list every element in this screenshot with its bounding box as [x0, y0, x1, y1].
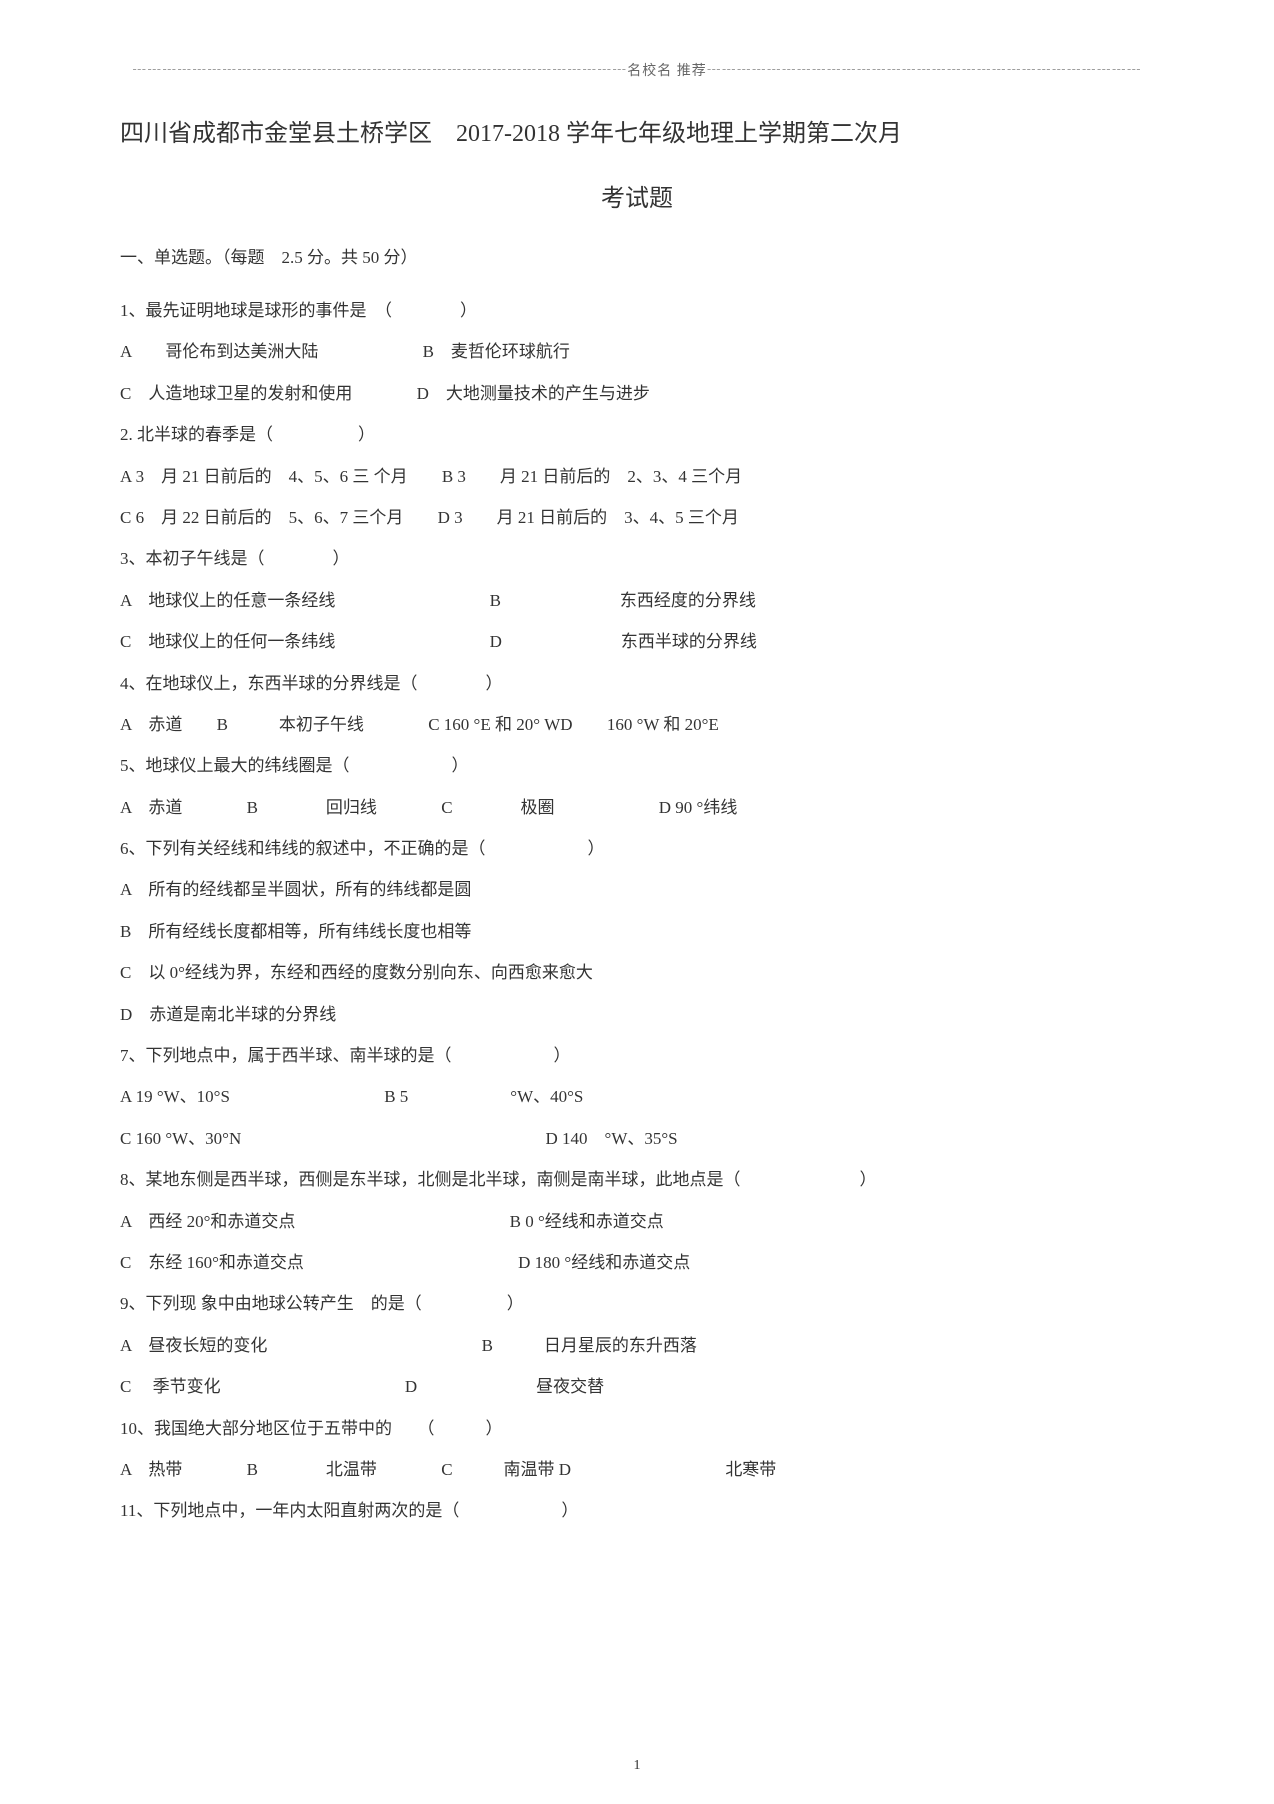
q1-option-a: A 哥伦布到达美洲大陆 [120, 342, 318, 361]
q7-option-b: B 5 °W、40°S [384, 1087, 583, 1106]
question-4: 4、在地球仪上，东西半球的分界线是（ ） [120, 665, 1154, 702]
q3-option-c: C 地球仪上的任何一条纬线 [120, 632, 335, 651]
q8-option-b: B 0 °经线和赤道交点 [510, 1212, 664, 1231]
q8-option-d: D 180 °经线和赤道交点 [518, 1253, 690, 1272]
question-8-options-cd: C 东经 160°和赤道交点 D 180 °经线和赤道交点 [120, 1244, 1154, 1281]
q7-option-c: C 160 °W、30°N [120, 1129, 241, 1148]
question-1-options-cd: C 人造地球卫星的发射和使用 D 大地测量技术的产生与进步 [120, 375, 1154, 412]
q8-option-c: C 东经 160°和赤道交点 [120, 1253, 304, 1272]
document-title-line1: 四川省成都市金堂县土桥学区 2017-2018 学年七年级地理上学期第二次月 [120, 115, 1154, 153]
question-8: 8、某地东侧是西半球，西侧是东半球，北侧是北半球，南侧是南半球，此地点是（ ） [120, 1161, 1154, 1198]
q6-option-d: D 赤道是南北半球的分界线 [120, 996, 1154, 1033]
q6-option-a: A 所有的经线都呈半圆状，所有的纬线都是圆 [120, 871, 1154, 908]
q4-option-a: A 赤道 [120, 715, 182, 734]
question-7: 7、下列地点中，属于西半球、南半球的是（ ） [120, 1037, 1154, 1074]
q6-option-b: B 所有经线长度都相等，所有纬线长度也相等 [120, 913, 1154, 950]
q9-option-b: B 日月星辰的东升西落 [482, 1336, 697, 1355]
question-2: 2. 北半球的春季是（ ） [120, 416, 1154, 453]
section-header: 一、单选题。（每题 2.5 分。共 50 分） [120, 243, 1154, 274]
q1-option-d: D 大地测量技术的产生与进步 [417, 384, 650, 403]
q4-option-b: B 本初子午线 [217, 715, 364, 734]
q6-option-c: C 以 0°经线为界，东经和西经的度数分别向东、向西愈来愈大 [120, 954, 1154, 991]
q7-option-a: A 19 °W、10°S [120, 1087, 230, 1106]
q2-option-a: A 3 月 21 日前后的 4、5、6 三 个月 [120, 467, 408, 486]
question-5: 5、地球仪上最大的纬线圈是（ ） [120, 747, 1154, 784]
question-3: 3、本初子午线是（ ） [120, 540, 1154, 577]
q5-option-c: C 极圈 [441, 798, 554, 817]
q1-option-c: C 人造地球卫星的发射和使用 [120, 384, 352, 403]
q2-option-c: C 6 月 22 日前后的 5、6、7 三个月 [120, 508, 403, 527]
q5-option-d: D 90 °纬线 [659, 798, 738, 817]
q2-option-d: D 3 月 21 日前后的 3、4、5 三个月 [438, 508, 739, 527]
q9-option-d: D 昼夜交替 [405, 1377, 604, 1396]
q5-option-a: A 赤道 [120, 798, 182, 817]
q2-option-b: B 3 月 21 日前后的 2、3、4 三个月 [442, 467, 742, 486]
question-11: 11、下列地点中，一年内太阳直射两次的是（ ） [120, 1492, 1154, 1529]
q1-option-b: B 麦哲伦环球航行 [423, 342, 570, 361]
question-7-options-ab: A 19 °W、10°S B 5 °W、40°S [120, 1078, 1154, 1115]
q9-option-c: C 季节变化 [120, 1377, 221, 1396]
question-5-options: A 赤道 B 回归线 C 极圈 D 90 °纬线 [120, 789, 1154, 826]
q3-option-a: A 地球仪上的任意一条经线 [120, 591, 335, 610]
question-9-options-cd: C 季节变化 D 昼夜交替 [120, 1368, 1154, 1405]
question-3-options-ab: A 地球仪上的任意一条经线 B 东西经度的分界线 [120, 582, 1154, 619]
page-number: 1 [0, 1758, 1274, 1774]
question-8-options-ab: A 西经 20°和赤道交点 B 0 °经线和赤道交点 [120, 1203, 1154, 1240]
q10-option-d: 北寒带 [725, 1460, 776, 1479]
question-6: 6、下列有关经线和纬线的叙述中，不正确的是（ ） [120, 830, 1154, 867]
q5-option-b: B 回归线 [247, 798, 377, 817]
question-3-options-cd: C 地球仪上的任何一条纬线 D 东西半球的分界线 [120, 623, 1154, 660]
header-decoration: ┄┄┄┄┄┄┄┄┄┄┄┄┄┄┄┄┄┄┄┄┄┄┄┄┄┄┄┄┄┄┄┄┄名校名 推荐┄… [120, 60, 1154, 80]
q8-option-a: A 西经 20°和赤道交点 [120, 1212, 295, 1231]
question-10-options: A 热带 B 北温带 C 南温带 D 北寒带 [120, 1451, 1154, 1488]
question-7-options-cd: C 160 °W、30°N D 140 °W、35°S [120, 1120, 1154, 1157]
question-4-options: A 赤道 B 本初子午线 C 160 °E 和 20° WD 160 °W 和 … [120, 706, 1154, 743]
q3-option-b: B 东西经度的分界线 [490, 591, 756, 610]
document-title-line2: 考试题 [120, 178, 1154, 213]
q10-option-b: B 北温带 [247, 1460, 377, 1479]
q10-option-c: C 南温带 D [441, 1460, 571, 1479]
q4-option-d: 160 °W 和 20°E [607, 715, 719, 734]
question-10: 10、我国绝大部分地区位于五带中的 （ ） [120, 1410, 1154, 1447]
q10-option-a: A 热带 [120, 1460, 182, 1479]
question-9-options-ab: A 昼夜长短的变化 B 日月星辰的东升西落 [120, 1327, 1154, 1364]
question-2-options-cd: C 6 月 22 日前后的 5、6、7 三个月 D 3 月 21 日前后的 3、… [120, 499, 1154, 536]
q3-option-d: D 东西半球的分界线 [490, 632, 757, 651]
question-2-options-ab: A 3 月 21 日前后的 4、5、6 三 个月 B 3 月 21 日前后的 2… [120, 458, 1154, 495]
q4-option-c: C 160 °E 和 20° WD [428, 715, 572, 734]
question-1: 1、最先证明地球是球形的事件是 （ ） [120, 292, 1154, 329]
q9-option-a: A 昼夜长短的变化 [120, 1336, 267, 1355]
question-9: 9、下列现 象中由地球公转产生 的是（ ） [120, 1285, 1154, 1322]
question-1-options-ab: A 哥伦布到达美洲大陆 B 麦哲伦环球航行 [120, 333, 1154, 370]
q7-option-d: D 140 °W、35°S [546, 1129, 678, 1148]
